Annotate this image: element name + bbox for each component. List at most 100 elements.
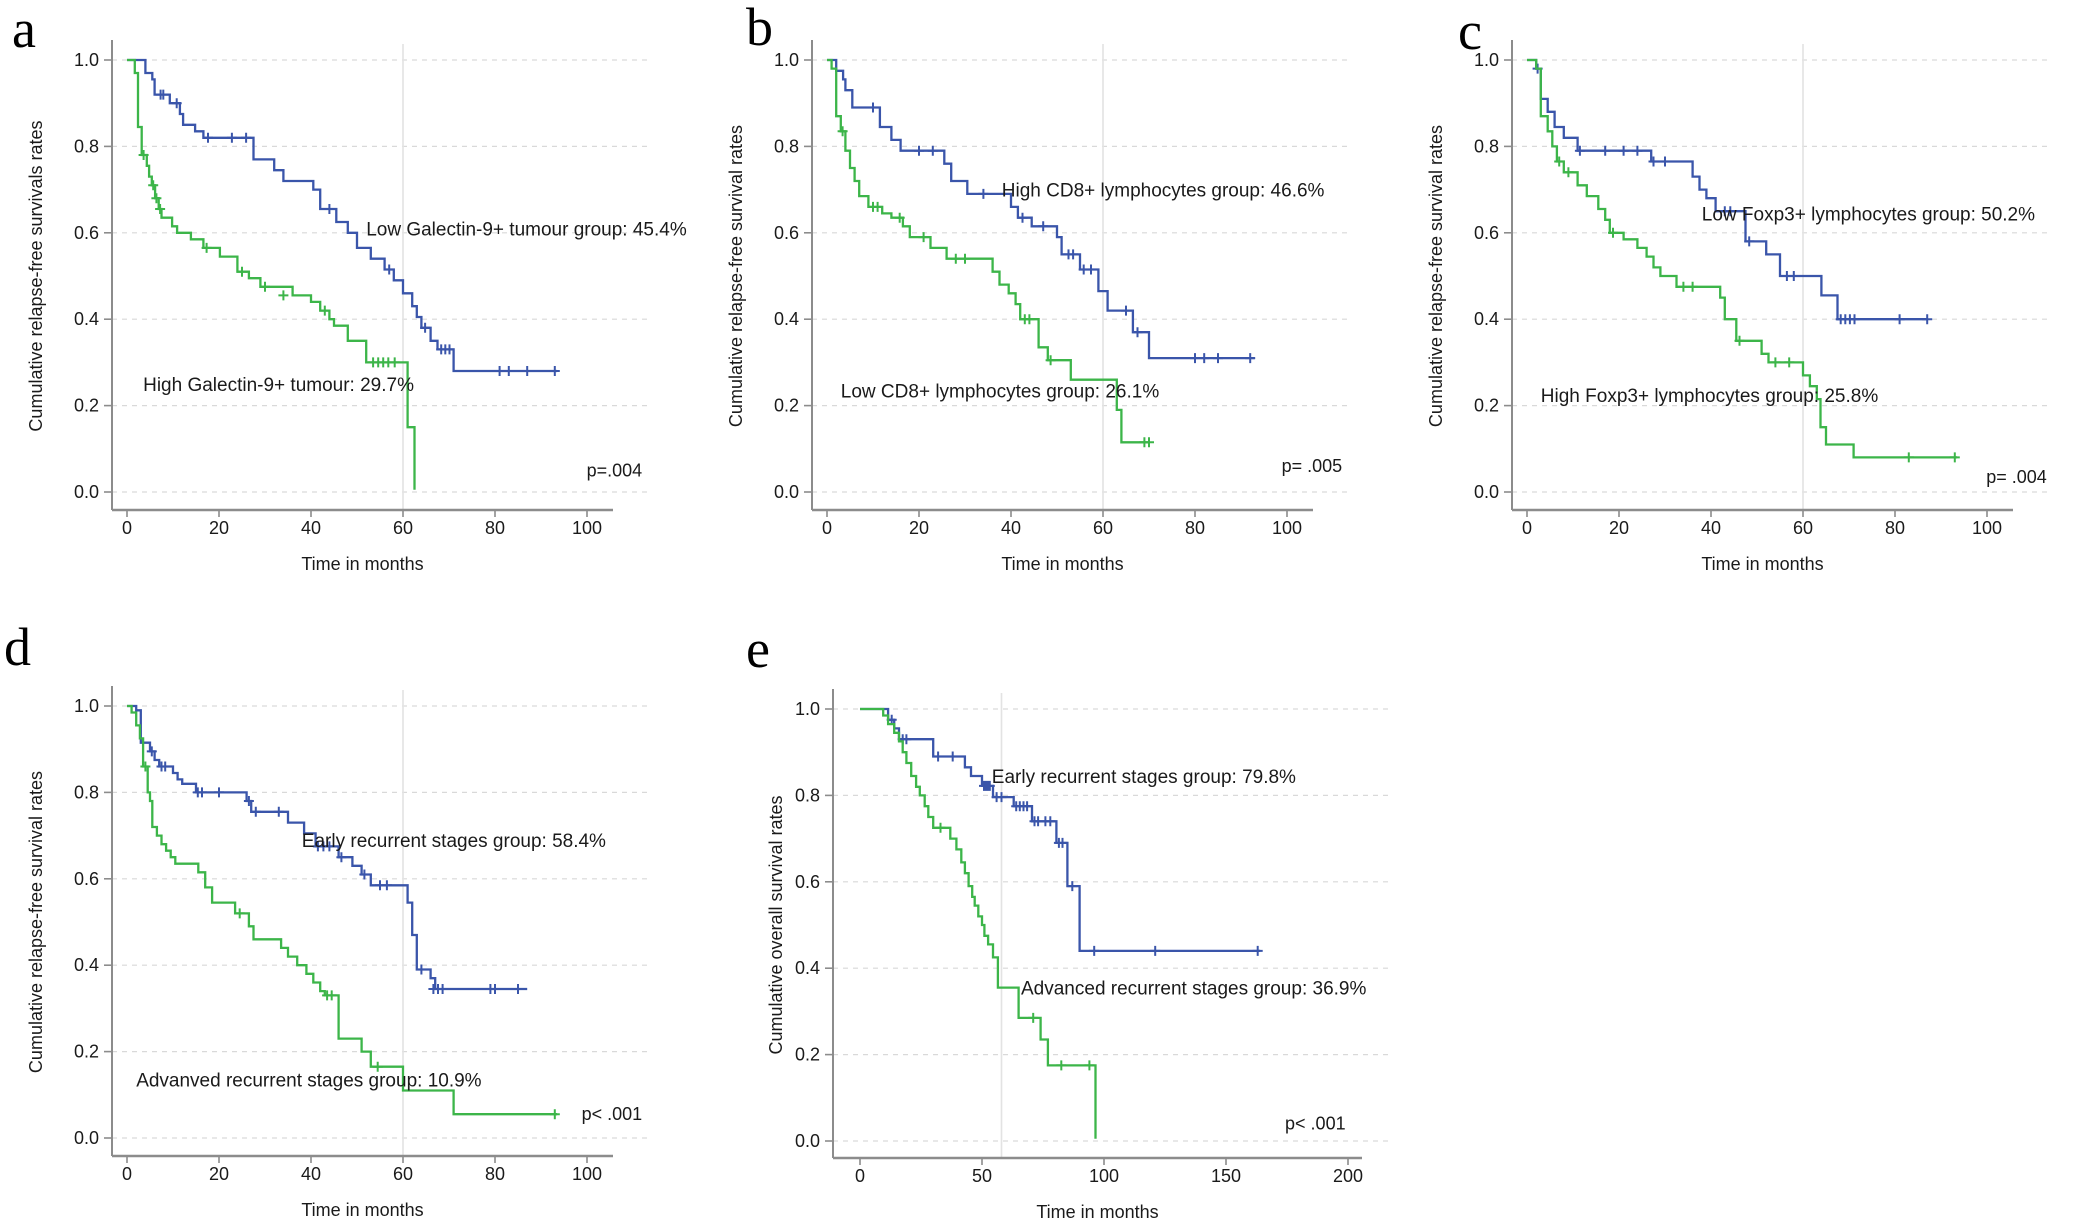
x-axis-title: Time in months	[301, 554, 423, 574]
y-tick-label: 0.4	[74, 955, 99, 975]
y-tick-label: 0.4	[774, 309, 799, 329]
advanced-recurrent-stages-group-os-curve	[860, 707, 1097, 1139]
high-galectin-9-tumour-censor-marks	[138, 150, 400, 368]
panel-a: a 0 20 40 60 80 100 0.0 0.2 0.4 0.6 0.8 1.0 Time in …	[0, 0, 700, 612]
x-tick-label: 100	[1089, 1166, 1119, 1186]
early-recurrent-stages-group-os-censor-marks	[886, 714, 1263, 956]
y-tick-label: 0.6	[74, 223, 99, 243]
panel-letter-d: d	[4, 617, 31, 677]
x-tick-label: 80	[485, 518, 505, 538]
low-cd8-lymphocytes-group-censor-marks	[837, 126, 1154, 448]
y-tick-label: 0.6	[774, 223, 799, 243]
y-tick-label: 1.0	[74, 696, 99, 716]
y-axis-title: Cumulative overall survival rates	[766, 795, 786, 1054]
km-chart-svg: 0 20 40 60 80 100 0.0 0.2 0.4 0.6 0.8 1.0 Time in mo…	[26, 686, 648, 1220]
early-recurrent-stages-group-rfs-curve	[127, 704, 528, 991]
p-value-label: p< .001	[582, 1104, 643, 1124]
y-tick-label: 0.8	[795, 785, 820, 805]
y-tick-label: 0.4	[795, 958, 820, 978]
x-tick-label: 80	[1885, 518, 1905, 538]
x-tick-label: 50	[972, 1166, 992, 1186]
x-tick-label: 0	[855, 1166, 865, 1186]
low-foxp3-lymphocytes-group-label: Low Foxp3+ lymphocytes group: 50.2%	[1702, 204, 2035, 225]
y-tick-label: 0.4	[1474, 309, 1499, 329]
x-axis-title: Time in months	[1701, 554, 1823, 574]
p-value-label: p=.004	[587, 460, 643, 480]
x-tick-label: 40	[301, 518, 321, 538]
x-tick-label: 100	[572, 1164, 602, 1184]
km-chart-svg: 0 20 40 60 80 100 0.0 0.2 0.4 0.6 0.8 1.0 Time in mo…	[726, 40, 1348, 574]
km-plot-a: 0 20 40 60 80 100 0.0 0.2 0.4 0.6 0.8 1.0 Time in mo…	[0, 0, 700, 612]
x-tick-label: 200	[1333, 1166, 1363, 1186]
low-galectin-9-tumour-group-curve	[127, 58, 558, 373]
panel-e: e 0 50 100 150 200 0.0 0.2 0.4 0.6 0.8 1.0 Time in …	[700, 612, 1400, 1224]
high-foxp3-lymphocytes-group-label: High Foxp3+ lymphocytes group: 25.8%	[1541, 386, 1879, 407]
y-tick-label: 0.6	[1474, 223, 1499, 243]
y-tick-label: 0.2	[774, 396, 799, 416]
km-chart-svg: 0 20 40 60 80 100 0.0 0.2 0.4 0.6 0.8 1.0 Time in mo…	[26, 40, 687, 574]
x-tick-label: 20	[209, 518, 229, 538]
low-foxp3-lymphocytes-group-censor-marks	[1532, 63, 1933, 325]
x-tick-label: 0	[822, 518, 832, 538]
advanced-recurrent-stages-group-os-censor-marks	[935, 822, 1095, 1071]
panel-letter-e: e	[746, 619, 770, 679]
early-recurrent-stages-group-os-curve	[860, 707, 1261, 953]
y-tick-label: 0.8	[74, 136, 99, 156]
y-axis-title: Cumulative relapse-free survival rates	[726, 125, 746, 427]
y-tick-label: 0.2	[1474, 396, 1499, 416]
x-tick-label: 60	[393, 518, 413, 538]
panel-letter-b: b	[746, 0, 773, 57]
x-tick-label: 100	[1272, 518, 1302, 538]
x-tick-label: 0	[122, 518, 132, 538]
advanced-recurrent-stages-group-rfs-curve	[127, 704, 558, 1116]
x-axis-title: Time in months	[301, 1200, 423, 1220]
panel-letter-c: c	[1458, 1, 1482, 61]
y-tick-label: 0.0	[74, 482, 99, 502]
y-tick-label: 0.0	[774, 482, 799, 502]
km-plot-c: 0 20 40 60 80 100 0.0 0.2 0.4 0.6 0.8 1.0 Time in mo…	[1400, 0, 2100, 612]
x-tick-label: 80	[1185, 518, 1205, 538]
advanced-recurrent-stages-group-os-label: Advanced recurrent stages group: 36.9%	[1021, 979, 1366, 1000]
x-tick-label: 150	[1211, 1166, 1241, 1186]
y-tick-label: 0.0	[795, 1131, 820, 1151]
p-value-label: p< .001	[1285, 1114, 1346, 1134]
y-tick-label: 0.8	[774, 136, 799, 156]
low-galectin-9-tumour-group-label: Low Galectin-9+ tumour group: 45.4%	[366, 220, 687, 241]
y-tick-label: 1.0	[74, 50, 99, 70]
high-cd8-lymphocytes-group-curve	[827, 58, 1255, 360]
high-galectin-9-tumour-curve	[127, 58, 416, 490]
y-tick-label: 0.0	[74, 1128, 99, 1148]
y-tick-label: 0.0	[1474, 482, 1499, 502]
km-chart-svg: 0 50 100 150 200 0.0 0.2 0.4 0.6 0.8 1.0 Time in mo…	[766, 689, 1390, 1222]
high-foxp3-lymphocytes-group-curve	[1527, 58, 1958, 459]
early-recurrent-stages-group-rfs-label: Early recurrent stages group: 58.4%	[302, 831, 606, 852]
y-axis-title: Cumulative relapse-free survivals rates	[26, 120, 46, 431]
y-axis-title: Cumulative relapse-free survival rates	[26, 771, 46, 1073]
y-tick-label: 0.6	[74, 869, 99, 889]
early-recurrent-stages-group-rfs-censor-marks	[146, 746, 523, 994]
x-tick-label: 20	[1609, 518, 1629, 538]
x-tick-label: 80	[485, 1164, 505, 1184]
y-axis-title: Cumulative relapse-free survival rates	[1426, 125, 1446, 427]
y-tick-label: 1.0	[795, 699, 820, 719]
panel-letter-a: a	[12, 0, 36, 59]
x-tick-label: 20	[209, 1164, 229, 1184]
x-axis-title: Time in months	[1001, 554, 1123, 574]
low-foxp3-lymphocytes-group-curve	[1527, 58, 1928, 321]
x-tick-label: 100	[572, 518, 602, 538]
x-tick-label: 60	[393, 1164, 413, 1184]
advanced-recurrent-stages-group-rfs-censor-marks	[140, 761, 560, 1120]
km-chart-svg: 0 20 40 60 80 100 0.0 0.2 0.4 0.6 0.8 1.0 Time in mo…	[1426, 40, 2048, 574]
advanced-recurrent-stages-group-rfs-label: Advanved recurrent stages group: 10.9%	[136, 1071, 481, 1092]
empty-cell	[1400, 612, 2100, 1224]
high-cd8-lymphocytes-group-label: High CD8+ lymphocytes group: 46.6%	[1002, 181, 1325, 202]
y-tick-label: 0.6	[795, 872, 820, 892]
x-tick-label: 40	[301, 1164, 321, 1184]
km-plot-b: 0 20 40 60 80 100 0.0 0.2 0.4 0.6 0.8 1.0 Time in mo…	[700, 0, 1400, 612]
y-tick-label: 0.8	[74, 782, 99, 802]
y-tick-label: 0.2	[74, 1042, 99, 1062]
high-cd8-lymphocytes-group-censor-marks	[868, 102, 1256, 364]
high-galectin-9-tumour-label: High Galectin-9+ tumour: 29.7%	[143, 375, 414, 396]
y-tick-label: 1.0	[1474, 50, 1499, 70]
